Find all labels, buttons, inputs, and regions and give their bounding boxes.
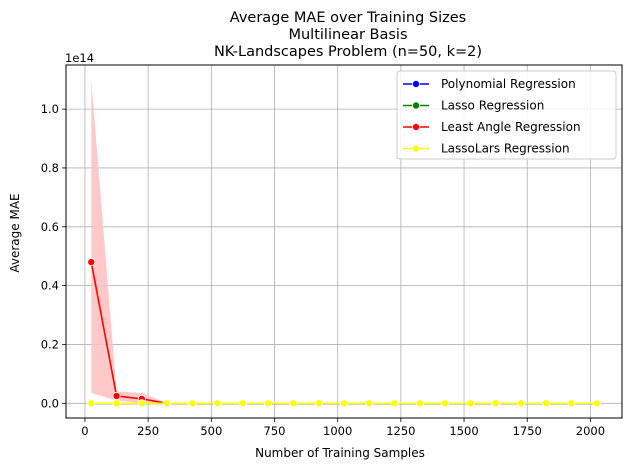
x-tick-label: 1250 xyxy=(386,424,415,438)
data-point xyxy=(542,399,551,408)
series-lines xyxy=(87,258,601,408)
data-point xyxy=(213,399,222,408)
x-tick-label: 1000 xyxy=(323,424,352,438)
x-tick-label: 0 xyxy=(81,424,88,438)
y-axis-label: Average MAE xyxy=(8,193,22,272)
data-point xyxy=(365,399,374,408)
y-tick-label: 0.0 xyxy=(41,396,59,410)
x-tick-label: 2000 xyxy=(576,424,605,438)
x-axis-ticks: 0 250 500 750 1000 1250 1500 1750 2000 xyxy=(81,418,605,438)
data-point xyxy=(112,399,121,408)
data-point xyxy=(264,399,273,408)
y-axis-offset-label: 1e14 xyxy=(65,51,94,65)
x-tick-label: 250 xyxy=(137,424,159,438)
x-axis-label: Number of Training Samples xyxy=(255,446,425,460)
y-tick-label: 0.2 xyxy=(41,337,59,351)
x-tick-label: 500 xyxy=(200,424,222,438)
y-tick-label: 0.8 xyxy=(41,161,59,175)
chart-title-line-3: NK-Landscapes Problem (n=50, k=2) xyxy=(214,44,482,60)
x-tick-label: 1750 xyxy=(513,424,542,438)
legend-marker xyxy=(411,123,420,132)
legend-marker xyxy=(411,144,420,153)
y-tick-label: 0.6 xyxy=(41,220,59,234)
data-point xyxy=(289,399,298,408)
legend-entry-label: Polynomial Regression xyxy=(441,77,576,91)
data-point xyxy=(87,258,96,267)
chart-title: Average MAE over Training Sizes Multilin… xyxy=(214,10,482,60)
legend-box xyxy=(396,70,617,160)
data-point xyxy=(516,399,525,408)
data-point xyxy=(339,399,348,408)
x-tick-label: 750 xyxy=(264,424,286,438)
y-axis-ticks: 0.0 0.2 0.4 0.6 0.8 1.0 xyxy=(41,102,66,410)
data-point xyxy=(415,399,424,408)
data-point xyxy=(87,399,96,408)
data-point xyxy=(188,399,197,408)
legend-marker xyxy=(411,101,420,110)
data-point xyxy=(314,399,323,408)
data-point xyxy=(466,399,475,408)
plot-area-frame xyxy=(65,64,623,419)
legend-marker xyxy=(411,80,420,89)
data-point xyxy=(238,399,247,408)
data-point xyxy=(112,391,121,400)
legend: Polynomial Regression Lasso Regression Lea… xyxy=(396,70,617,160)
data-point xyxy=(592,399,601,408)
legend-entry-label: Least Angle Regression xyxy=(441,120,581,134)
data-point xyxy=(137,399,146,408)
data-point xyxy=(567,399,576,408)
legend-entry-label: Lasso Regression xyxy=(441,99,544,113)
y-tick-label: 1.0 xyxy=(41,102,59,116)
data-point xyxy=(441,399,450,408)
series-line xyxy=(90,261,597,405)
chart-title-line-2: Multilinear Basis xyxy=(288,27,407,43)
data-point xyxy=(491,399,500,408)
data-point xyxy=(390,399,399,408)
data-point xyxy=(163,399,172,408)
chart-title-line-1: Average MAE over Training Sizes xyxy=(230,10,466,26)
legend-entry-label: LassoLars Regression xyxy=(441,142,570,156)
y-tick-label: 0.4 xyxy=(41,279,59,293)
x-tick-label: 1500 xyxy=(449,424,478,438)
